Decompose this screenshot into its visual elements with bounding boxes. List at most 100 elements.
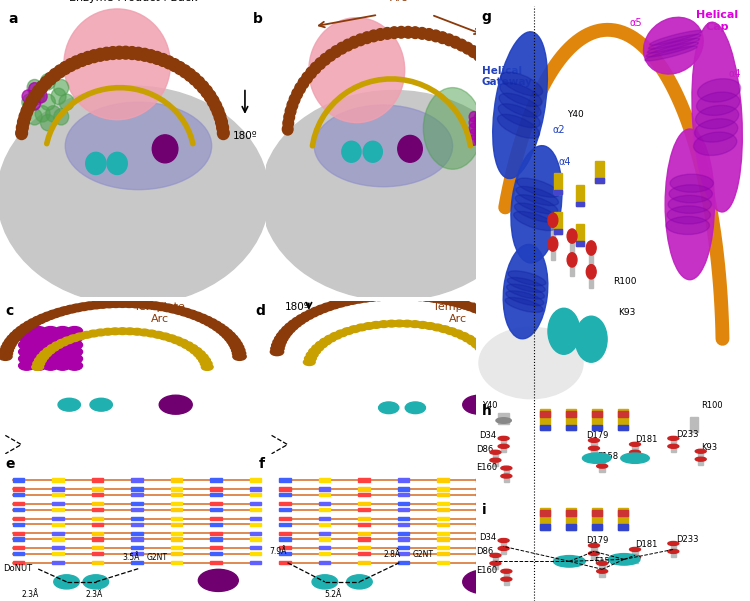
Bar [13, 523, 25, 526]
Circle shape [165, 335, 177, 341]
Text: D34: D34 [479, 532, 496, 542]
Circle shape [325, 335, 336, 342]
Circle shape [83, 302, 96, 310]
Bar [131, 502, 143, 505]
Bar [540, 411, 550, 416]
Bar [210, 478, 222, 482]
Bar [210, 502, 222, 505]
Circle shape [629, 555, 640, 560]
Circle shape [490, 458, 501, 462]
Bar [554, 172, 562, 195]
Bar [250, 508, 262, 511]
Bar [358, 517, 370, 520]
Circle shape [22, 90, 34, 103]
Circle shape [148, 302, 162, 310]
Circle shape [470, 123, 478, 133]
Circle shape [46, 106, 61, 122]
Circle shape [116, 300, 129, 307]
Bar [171, 508, 182, 511]
Bar [92, 487, 104, 490]
Circle shape [336, 330, 347, 337]
Bar [516, 552, 528, 555]
Circle shape [452, 330, 463, 337]
Circle shape [16, 121, 28, 134]
Circle shape [55, 347, 70, 356]
Text: c: c [5, 304, 14, 317]
Circle shape [31, 354, 46, 364]
Bar [131, 537, 143, 541]
Circle shape [668, 436, 679, 441]
Bar [566, 425, 575, 430]
Circle shape [420, 293, 434, 301]
Circle shape [35, 106, 50, 122]
Bar [592, 411, 602, 416]
Circle shape [330, 332, 342, 339]
Bar [437, 546, 448, 549]
Bar [53, 523, 64, 526]
Ellipse shape [514, 212, 556, 231]
Bar [250, 531, 262, 535]
Circle shape [159, 333, 170, 340]
Text: d: d [256, 304, 266, 317]
Circle shape [86, 152, 106, 174]
Bar [476, 531, 488, 535]
Circle shape [43, 361, 58, 370]
Circle shape [189, 72, 200, 85]
Circle shape [59, 94, 74, 111]
Circle shape [431, 324, 443, 331]
Circle shape [216, 326, 229, 334]
Circle shape [55, 354, 70, 364]
Bar [319, 517, 330, 520]
Circle shape [152, 135, 178, 163]
Ellipse shape [511, 145, 562, 263]
Bar [592, 508, 602, 529]
Circle shape [40, 94, 56, 111]
Text: Template
Arc: Template Arc [433, 302, 484, 323]
Circle shape [379, 293, 392, 300]
Circle shape [47, 344, 59, 351]
Circle shape [186, 344, 198, 351]
Circle shape [475, 135, 484, 145]
Text: α2: α2 [553, 125, 566, 135]
Circle shape [497, 72, 508, 84]
Circle shape [23, 321, 37, 329]
Circle shape [193, 76, 205, 89]
Bar [210, 487, 222, 490]
Bar [566, 409, 575, 430]
Circle shape [304, 359, 315, 365]
Bar [398, 493, 410, 496]
Bar [13, 537, 25, 541]
Circle shape [232, 346, 245, 354]
Circle shape [37, 353, 49, 361]
Circle shape [52, 342, 64, 349]
Circle shape [40, 74, 56, 90]
Text: E158: E158 [597, 452, 618, 461]
Bar [358, 561, 370, 564]
Bar [210, 493, 222, 496]
Circle shape [62, 337, 74, 344]
Circle shape [270, 348, 284, 356]
Circle shape [305, 310, 319, 317]
Circle shape [446, 298, 460, 306]
Circle shape [198, 569, 238, 591]
Circle shape [467, 338, 479, 345]
Bar [516, 478, 528, 482]
Circle shape [629, 548, 640, 552]
Bar [319, 478, 330, 482]
Bar [210, 508, 222, 511]
Text: E160: E160 [476, 566, 497, 575]
Bar [476, 523, 488, 526]
Circle shape [504, 326, 517, 334]
Bar [358, 508, 370, 511]
Bar [570, 236, 574, 276]
Circle shape [58, 307, 72, 314]
Circle shape [621, 453, 650, 463]
Circle shape [331, 46, 341, 58]
Circle shape [586, 264, 596, 279]
Bar [92, 546, 104, 549]
Bar [171, 561, 182, 564]
Circle shape [200, 360, 212, 367]
Circle shape [28, 83, 40, 96]
Circle shape [54, 65, 66, 78]
Circle shape [302, 72, 313, 84]
